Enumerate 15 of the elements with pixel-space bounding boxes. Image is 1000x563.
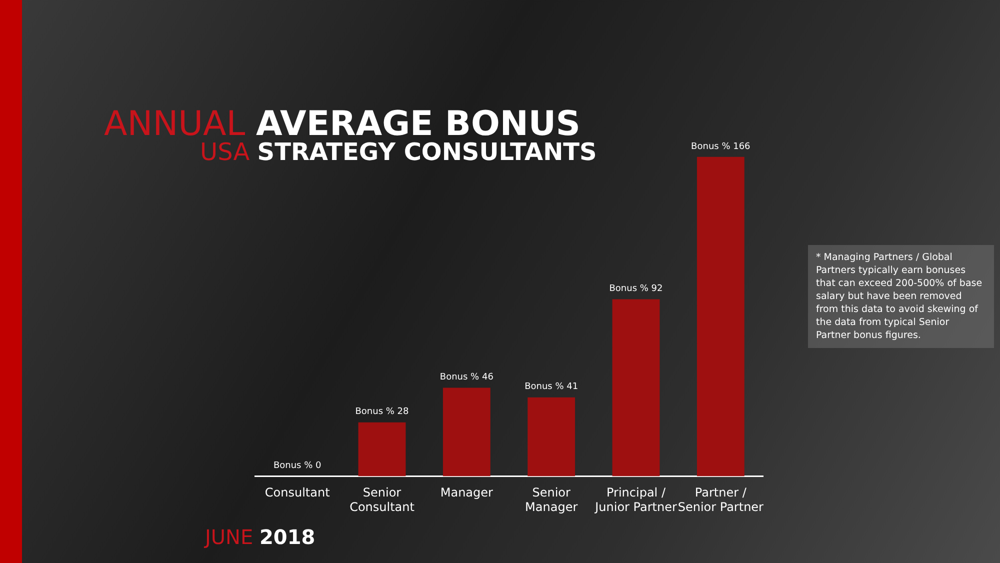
data-label: Bonus % 92: [609, 284, 663, 294]
text: * Managing Partners / Global Partners typically earn bonuses that can exceed 200-500% of base salary but have been removed from this data to avoid skewing of the data from typical Senior Partner bonus figures.: [808, 245, 994, 348]
data-label: Bonus % 0: [273, 461, 322, 472]
data-label: Bonus % 46: [440, 372, 494, 383]
x-tick-label: Partner / Senior Partner: [678, 486, 764, 514]
x-tick-label: Senior Manager: [525, 486, 578, 514]
x-tick-label: Principal / Junior Partner: [594, 486, 677, 514]
x-tick-label: Consultant: [264, 486, 330, 500]
data-label: Bonus % 166: [691, 142, 751, 152]
x-tick-label: Senior Consultant: [350, 486, 415, 514]
chart-subtitle: USA STRATEGY CONSULTANTS: [200, 138, 597, 166]
x-tick-label: Manager: [440, 486, 494, 500]
text: JUNE 2018: [205, 525, 316, 549]
data-label: Bonus % 28: [355, 407, 410, 418]
data-label: Bonus % 41: [524, 382, 578, 392]
